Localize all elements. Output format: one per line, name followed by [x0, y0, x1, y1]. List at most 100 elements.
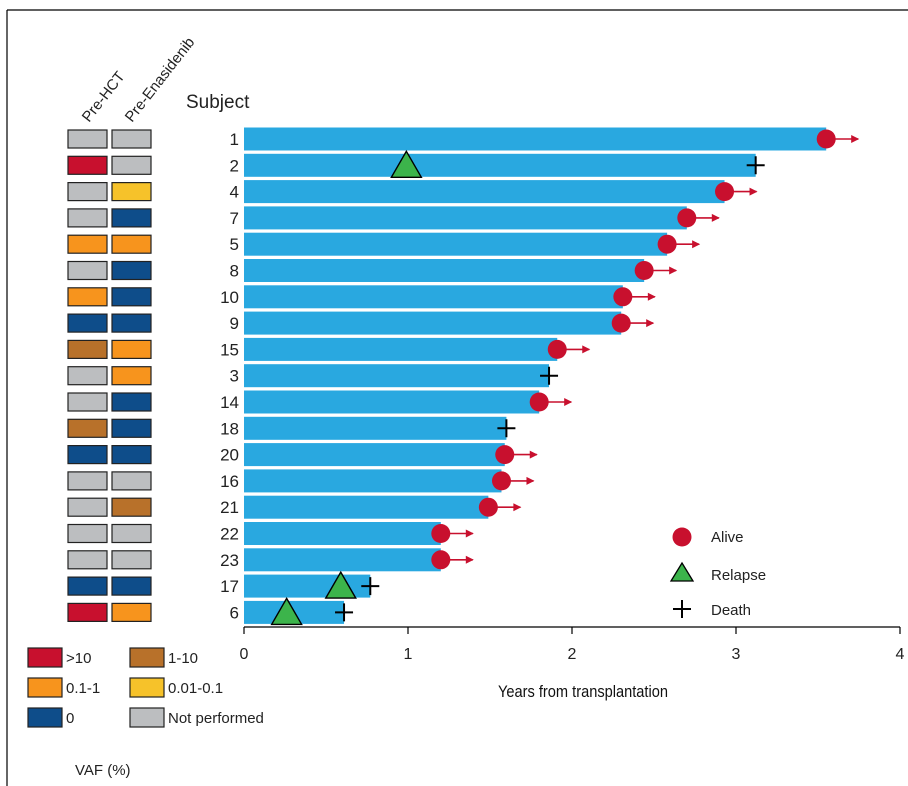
alive-marker [715, 182, 758, 202]
vaf-cell [67, 129, 108, 149]
subject-bar [244, 232, 668, 256]
vaf-cell [111, 523, 152, 544]
vaf-legend-label: 0.1-1 [66, 680, 100, 697]
subject-label: 22 [220, 525, 239, 544]
vaf-cell [67, 392, 108, 412]
subject-label: 2 [230, 156, 239, 175]
vaf-cell [111, 576, 152, 596]
subject-label: 3 [230, 367, 239, 386]
subject-bar [244, 390, 540, 414]
alive-marker [613, 287, 656, 307]
vaf-legend-swatch [27, 677, 63, 698]
vaf-cell [67, 260, 108, 281]
relapse-marker [270, 596, 303, 626]
subject-bar [244, 522, 441, 545]
alive-marker [478, 497, 522, 517]
x-tick-label: 0 [240, 646, 249, 663]
vaf-legend-swatch [129, 677, 165, 698]
vaf-cell [67, 366, 108, 386]
alive-marker [611, 313, 655, 333]
vaf-cell [111, 602, 152, 623]
vaf-legend-title: VAF (%) [75, 762, 131, 779]
vaf-cell [67, 497, 108, 517]
alive-marker [431, 550, 474, 570]
x-axis-label: Years from transplantation [498, 683, 668, 701]
subject-bar [244, 153, 756, 177]
vaf-cell [67, 418, 108, 438]
vaf-cell [111, 155, 152, 175]
vaf-cell [111, 182, 152, 202]
vaf-cell [111, 497, 152, 517]
subject-label: 18 [220, 419, 239, 438]
vaf-legend: >10 1-10 0.1-1 0.01-0.1 0 Not performed [27, 647, 264, 728]
death-marker [746, 156, 765, 175]
vaf-cell [67, 155, 108, 175]
subject-label: 15 [220, 340, 239, 359]
subject-bar [244, 548, 441, 572]
x-tick-label: 4 [896, 646, 905, 663]
vaf-legend-swatch [27, 647, 63, 668]
subject-bar [244, 469, 502, 493]
subject-label: 14 [220, 393, 239, 412]
vaf-cell [67, 602, 108, 623]
death-marker [497, 419, 516, 438]
legend-relapse-marker [669, 561, 695, 582]
vaf-cell [67, 182, 108, 202]
vaf-cell [111, 287, 152, 307]
subject-label: 6 [230, 603, 239, 622]
outcome-markers [270, 129, 860, 626]
subject-bar [244, 443, 505, 467]
bar-series [244, 127, 827, 624]
subject-bar [244, 285, 623, 309]
subject-header: Subject [186, 92, 250, 113]
vaf-cell [111, 418, 152, 438]
legend-death-marker [673, 600, 691, 618]
subject-label: 21 [220, 498, 239, 517]
subject-label: 17 [220, 577, 239, 596]
relapse-marker [390, 149, 423, 179]
vaf-cell [111, 208, 152, 228]
vaf-cell [67, 550, 108, 570]
x-tick-label: 3 [732, 646, 741, 663]
subject-label: 20 [220, 446, 239, 465]
vaf-cell [67, 208, 108, 228]
subject-label: 8 [230, 262, 239, 281]
vaf-legend-label: 0 [66, 710, 74, 727]
subject-bar [244, 495, 489, 519]
subject-label: 23 [220, 551, 239, 570]
vaf-cell [111, 339, 152, 359]
vaf-cell [111, 313, 152, 333]
vaf-cell [67, 287, 108, 307]
vaf-cell [111, 234, 152, 254]
vaf-legend-swatch [129, 647, 165, 668]
vaf-cell [67, 234, 108, 254]
alive-marker [657, 234, 701, 254]
vaf-cell [67, 523, 108, 544]
vaf-legend-label: Not performed [168, 710, 264, 727]
vaf-cell [111, 260, 152, 281]
vaf-cell [67, 445, 108, 465]
vaf-cell [67, 339, 108, 359]
alive-marker [634, 261, 678, 280]
subject-bar [244, 311, 622, 335]
x-tick-label: 1 [404, 646, 413, 663]
death-marker [361, 577, 380, 596]
vaf-legend-label: 1-10 [168, 650, 198, 667]
alive-marker [816, 129, 860, 149]
legend-alive-marker [672, 527, 692, 547]
legend-death-label: Death [711, 602, 751, 619]
subject-bar [244, 364, 550, 388]
death-marker [540, 366, 559, 385]
x-axis: 0 1 2 3 4 [240, 626, 905, 663]
subject-bar [244, 337, 558, 361]
subject-labels: 1 2 4 7 5 8 10 9 15 3 14 18 20 16 21 22 23 17 6 [220, 130, 239, 622]
subject-label: 1 [230, 130, 239, 149]
vaf-cell [67, 576, 108, 596]
legend-alive-label: Alive [711, 529, 744, 546]
alive-marker [547, 339, 591, 359]
legend-relapse-label: Relapse [711, 567, 766, 584]
vaf-cell [111, 366, 152, 386]
vaf-legend-swatch [27, 707, 63, 728]
vaf-legend-label: >10 [66, 650, 91, 667]
relapse-marker [324, 570, 357, 599]
